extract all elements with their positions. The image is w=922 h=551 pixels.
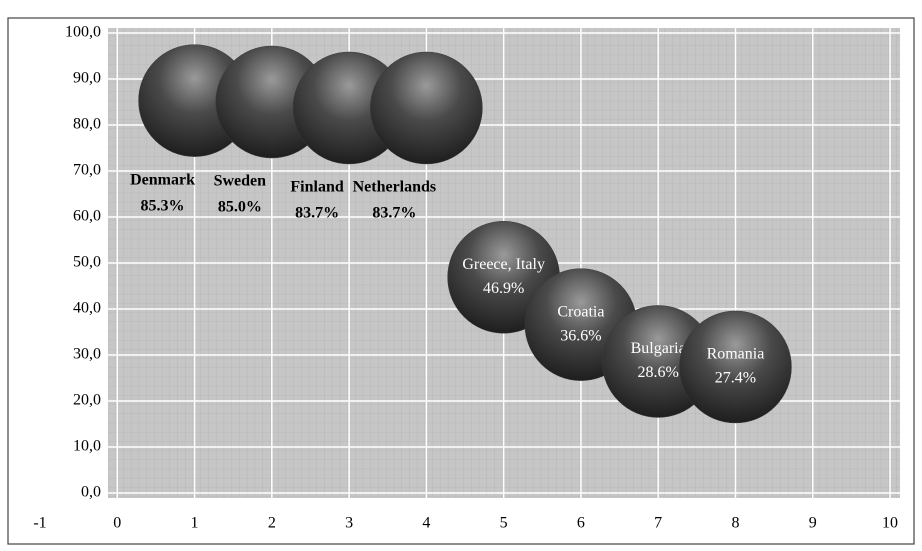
x-tick-label: 1 [191,515,199,532]
x-tick-label: 7 [654,515,662,532]
y-tick-label: 50,0 [73,254,101,271]
value-label: 85.3% [141,197,185,214]
bubble-name: Denmark [130,171,195,188]
x-tick-label: 0 [113,515,121,532]
x-tick-label: 10 [882,515,898,532]
value-label: 46.9% [483,280,524,297]
x-tick-label: 2 [268,515,276,532]
x-tick-label: 4 [422,515,430,532]
x-tick-label: 6 [577,515,585,532]
y-tick-label: 40,0 [73,300,101,317]
x-tick-label: 9 [809,515,817,532]
bubble-name: Finland [290,179,343,196]
y-tick-label: 60,0 [73,208,101,225]
bubble [679,310,792,424]
y-tick-label: 10,0 [73,438,101,455]
x-tick-label: 8 [731,515,739,532]
y-tick-label: 80,0 [73,116,101,133]
x-tick-label: -1 [33,515,46,532]
x-tick-label: 5 [500,515,508,532]
bubble-name: Romania [707,346,765,363]
bubble-name: Sweden [214,173,267,190]
y-tick-label: 90,0 [73,70,101,87]
y-tick-label: 100,0 [65,24,101,41]
value-label: 83.7% [295,205,339,222]
bubble [370,51,483,165]
y-tick-label: 0,0 [81,484,101,501]
y-tick-label: 70,0 [73,162,101,179]
bubble-name: Greece, Italy [462,256,545,273]
value-label: 83.7% [372,205,416,222]
value-label: 85.0% [218,199,262,216]
bubble-name: Netherlands [353,179,437,196]
y-tick-label: 20,0 [73,392,101,409]
bubble-name: Croatia [557,303,604,320]
x-tick-label: 3 [345,515,353,532]
bubble-name: Bulgaria [631,340,686,357]
value-label: 36.6% [560,327,601,344]
value-label: 27.4% [715,370,756,387]
y-tick-label: 30,0 [73,346,101,363]
value-label: 28.6% [638,364,679,381]
